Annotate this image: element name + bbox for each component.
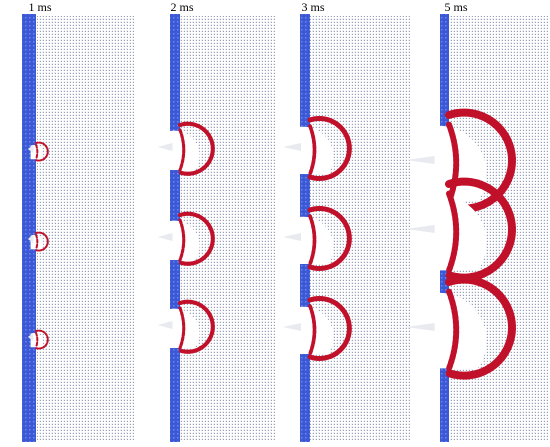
spray-left	[157, 321, 173, 329]
debris-inner	[308, 124, 317, 176]
debris-ring	[35, 329, 49, 350]
debris-ring	[445, 275, 516, 380]
panel-label: 3 ms	[301, 0, 324, 14]
debris-ring	[445, 177, 516, 282]
debris-inner	[178, 128, 186, 172]
debris-inner	[308, 304, 317, 356]
spray-left	[157, 233, 173, 241]
spray-left	[157, 143, 173, 151]
debris-ring	[177, 299, 215, 354]
spray-left	[27, 333, 34, 341]
debris-ring	[35, 231, 49, 252]
panel: 1 ms	[22, 0, 135, 442]
debris-inner	[35, 233, 39, 251]
debris-inner	[35, 143, 39, 161]
debris-inner	[35, 331, 39, 349]
panel: 3 ms	[283, 0, 410, 442]
wall-strip	[22, 14, 36, 442]
debris-ring	[35, 141, 49, 162]
debris-inner	[308, 214, 317, 266]
debris-ring	[307, 206, 352, 271]
debris-inner	[446, 190, 460, 274]
spray-left	[405, 156, 435, 164]
spray-left	[283, 233, 301, 241]
debris-ring	[307, 296, 352, 361]
spray-left	[405, 323, 435, 331]
debris-ring	[307, 116, 352, 181]
spray-left	[405, 225, 435, 233]
debris-inner	[446, 288, 460, 372]
panels: 1 ms 2 ms 3 ms 5 ms	[22, 0, 548, 442]
spray-left	[283, 143, 301, 151]
panel-label: 2 ms	[170, 0, 193, 14]
spray-left	[283, 323, 301, 331]
panel-label: 5 ms	[444, 0, 467, 14]
panel: 2 ms	[157, 0, 276, 442]
spray-left	[27, 145, 34, 153]
particle-grid	[180, 16, 276, 440]
debris-ring	[445, 108, 516, 213]
debris-inner	[178, 306, 186, 350]
spray-left	[27, 235, 34, 243]
debris-inner	[178, 218, 186, 262]
debris-ring	[177, 121, 215, 176]
particle-grid	[37, 16, 135, 440]
panel: 5 ms	[405, 0, 548, 442]
debris-ring	[177, 211, 215, 266]
panel-label: 1 ms	[28, 0, 51, 14]
